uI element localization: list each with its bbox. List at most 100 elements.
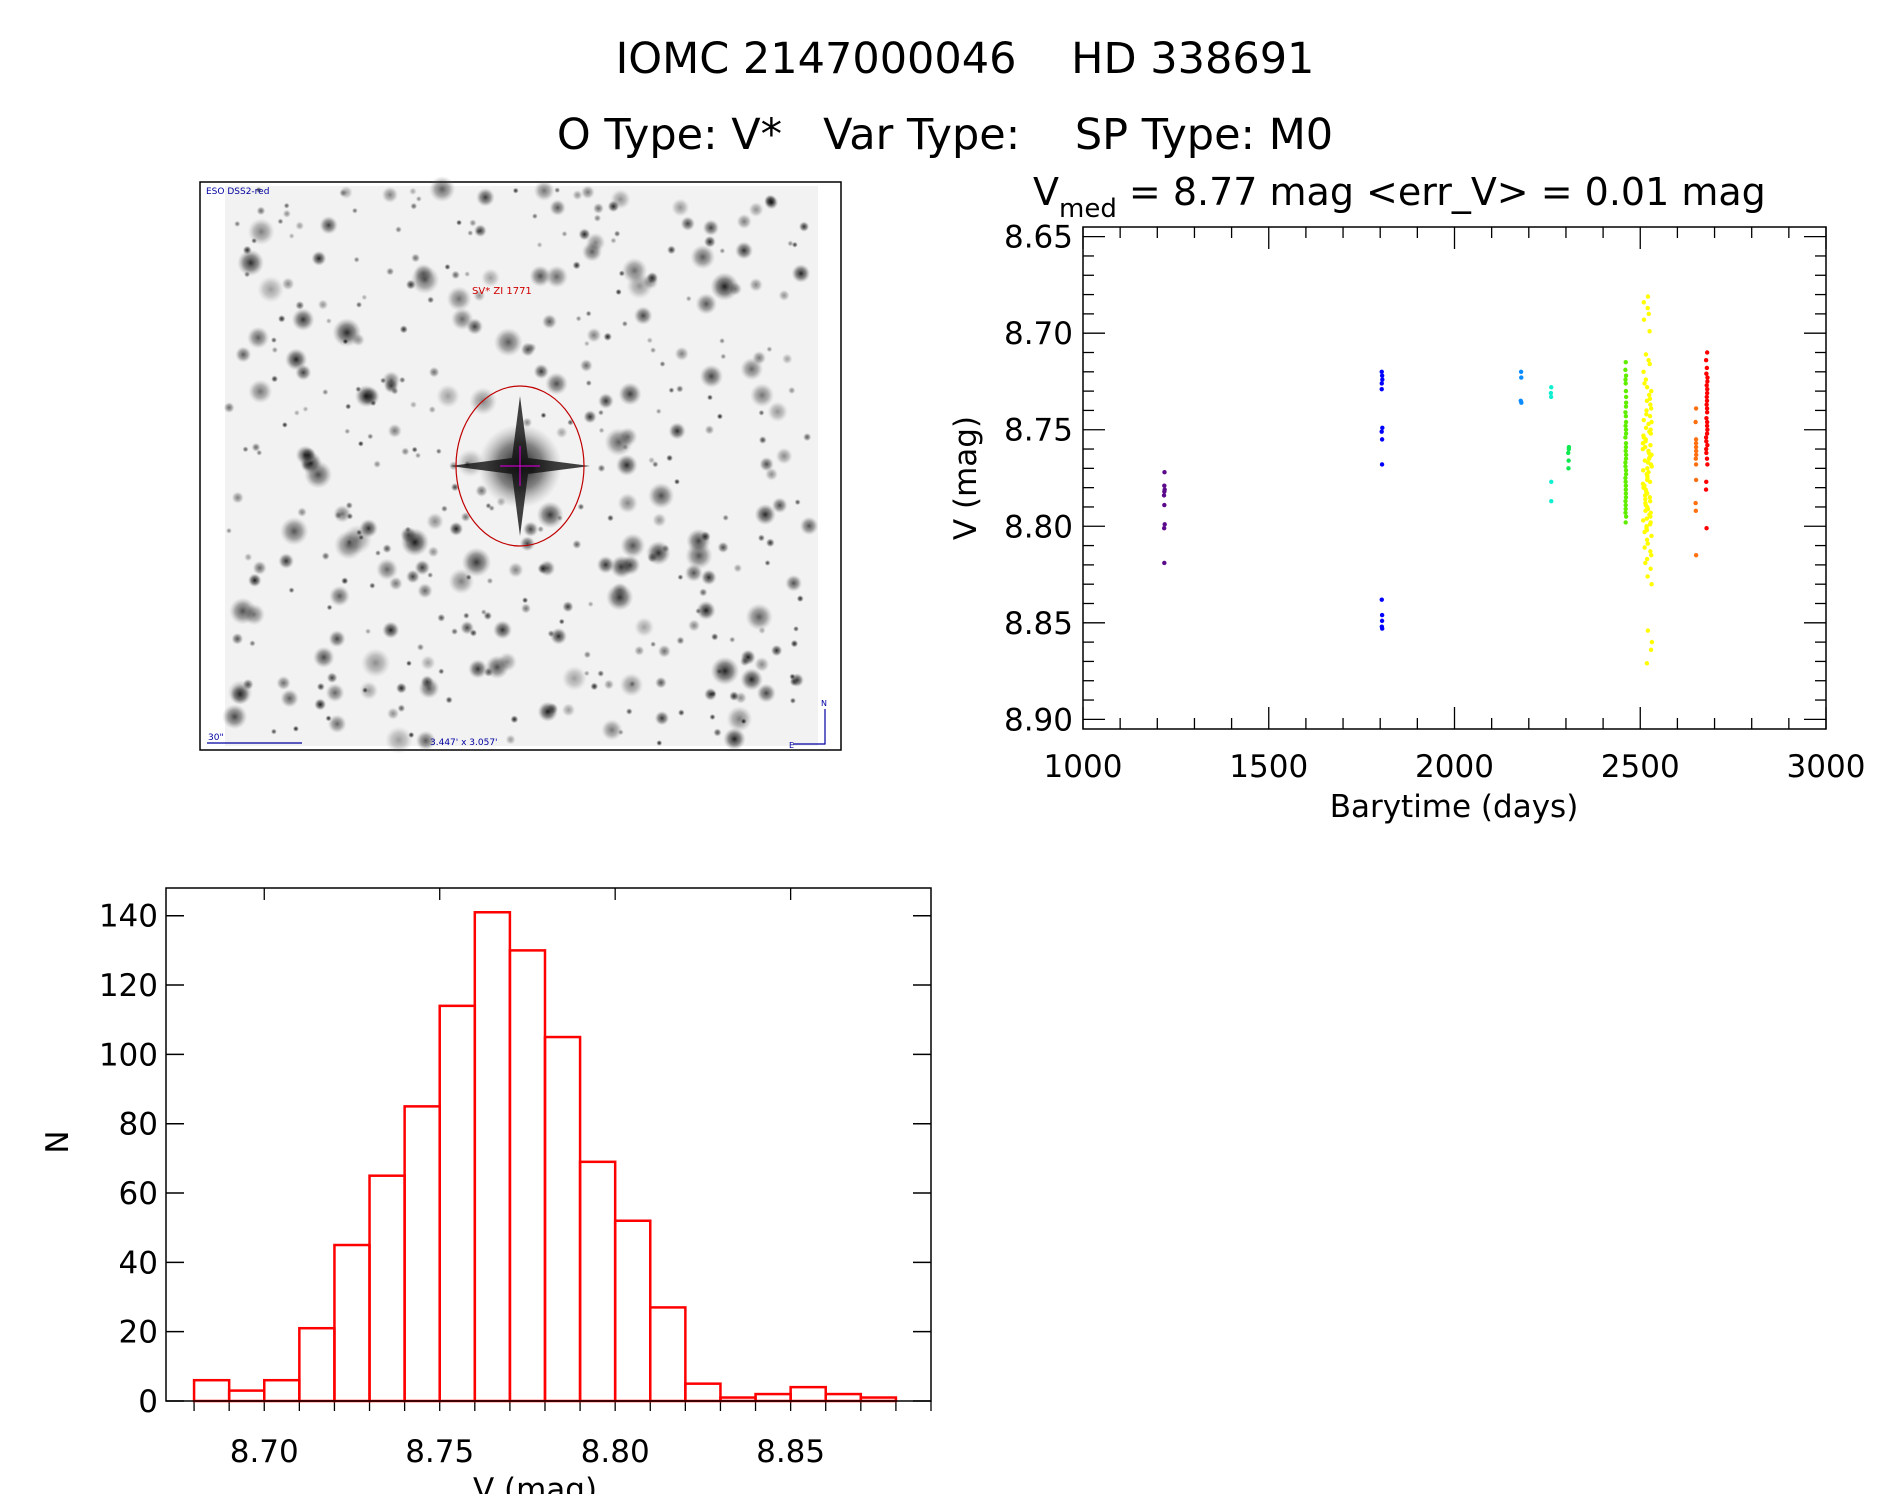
data-point [1648, 514, 1653, 519]
star [620, 554, 641, 576]
star [756, 683, 776, 703]
data-point [1518, 369, 1524, 375]
star [252, 560, 267, 575]
data-point [1693, 553, 1699, 558]
star [247, 573, 262, 588]
star [704, 687, 718, 701]
star [461, 547, 492, 578]
star [703, 235, 716, 248]
figure-title: IOMC 2147000046 HD 338691 [616, 34, 1315, 84]
star [717, 541, 729, 554]
star [789, 673, 796, 680]
star [702, 219, 720, 236]
data-point [1642, 529, 1647, 535]
star [586, 327, 602, 343]
star [770, 644, 783, 657]
star [416, 643, 425, 651]
star [277, 314, 286, 323]
star [593, 214, 602, 222]
x-tick-label: 3000 [1787, 749, 1866, 785]
data-point [1648, 402, 1653, 407]
histogram-bar [227, 1389, 266, 1403]
star [547, 630, 555, 638]
data-point [1649, 464, 1654, 469]
data-point [1648, 549, 1653, 554]
star [695, 607, 702, 615]
star [302, 406, 309, 413]
y-tick-label: 8.75 [1004, 413, 1073, 449]
star [450, 307, 474, 331]
star [674, 346, 689, 361]
star [295, 445, 315, 465]
star [468, 659, 488, 679]
star [583, 340, 590, 347]
star [332, 318, 362, 347]
title-rest: = 8.77 mag <err_V> = 0.01 mag [1117, 170, 1766, 214]
data-point [1162, 470, 1167, 475]
x-tick-label: 2500 [1601, 749, 1680, 785]
data-point [1643, 425, 1649, 430]
data-point [1162, 522, 1167, 527]
histogram-bar [438, 1004, 477, 1403]
y-tick-label: 8.65 [1004, 220, 1073, 256]
star [281, 421, 288, 428]
histogram-ylabel: N [40, 1130, 76, 1153]
star [579, 359, 593, 373]
star [295, 364, 312, 381]
data-point [1640, 441, 1646, 446]
star [317, 299, 329, 310]
star [680, 216, 696, 231]
star [520, 342, 536, 357]
data-point [1645, 541, 1650, 546]
star [409, 401, 418, 409]
star [775, 447, 793, 465]
data-point [1644, 412, 1649, 417]
star [634, 645, 645, 656]
star [225, 527, 232, 534]
data-point [1161, 526, 1167, 531]
star [790, 639, 799, 648]
star [367, 433, 374, 440]
data-point [1161, 493, 1167, 498]
star [481, 268, 501, 288]
y-tick-label: 8.85 [1004, 606, 1073, 642]
star [231, 491, 244, 504]
star [597, 464, 606, 473]
star [409, 187, 417, 196]
y-tick-label: 80 [119, 1107, 158, 1143]
data-point [1623, 381, 1628, 386]
star [654, 710, 670, 726]
data-point [1623, 423, 1628, 429]
data-point [1642, 381, 1647, 386]
histogram-bar [473, 911, 512, 1403]
star [361, 648, 391, 678]
star [722, 514, 729, 521]
star [572, 190, 583, 201]
data-point [1623, 414, 1629, 419]
star [592, 202, 604, 214]
star [256, 206, 266, 216]
star [505, 734, 516, 745]
star [754, 503, 776, 526]
y-tick-label: 8.80 [1004, 509, 1073, 545]
data-point [1641, 417, 1646, 423]
star [620, 533, 646, 559]
data-point [1162, 489, 1167, 494]
star [243, 603, 266, 626]
star [276, 675, 291, 691]
star [522, 521, 539, 537]
star [677, 574, 684, 581]
data-point [1623, 514, 1629, 519]
star [765, 538, 775, 548]
data-point [1623, 452, 1629, 458]
star [428, 405, 436, 414]
star [411, 253, 421, 263]
star [411, 446, 418, 453]
histogram-bar [578, 1160, 617, 1403]
star [326, 604, 333, 611]
star [666, 245, 676, 255]
star [414, 452, 422, 459]
data-point [1642, 493, 1648, 498]
survey-label: ESO DSS2-red [206, 187, 269, 197]
star [271, 346, 279, 354]
